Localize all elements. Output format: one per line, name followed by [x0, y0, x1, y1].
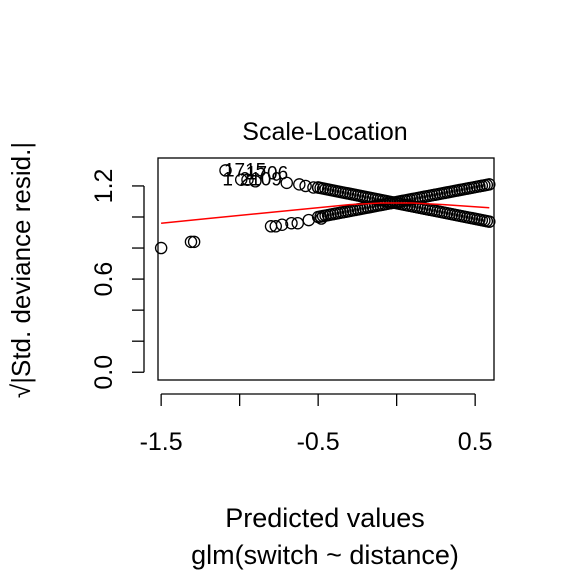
point-id-label: 1706: [246, 164, 288, 185]
point-id-label: 2109: [240, 170, 282, 191]
data-point: [285, 216, 298, 230]
point-id-label: 1715: [224, 160, 266, 181]
data-point: [275, 218, 289, 232]
y-tick-label: 0.6: [90, 262, 118, 297]
data-point: [234, 173, 248, 186]
point-id-label: 1: [222, 170, 233, 191]
data-points: [154, 164, 496, 255]
y-axis: 0.0 0.6 1.2: [90, 169, 145, 390]
data-point: [307, 181, 320, 194]
smooth-trend-line: [161, 202, 490, 224]
data-point: [269, 220, 283, 233]
sqrt-symbol: √: [6, 383, 36, 398]
x-axis-label: Predicted values: [225, 503, 425, 533]
data-point: [483, 178, 496, 191]
y-axis-label-group: √|Std. deviance resid.|: [6, 142, 36, 398]
model-formula-label: glm(switch ~ distance): [191, 540, 459, 570]
y-axis-label-text: |Std. deviance resid.|: [6, 142, 36, 384]
data-point: [280, 176, 293, 190]
data-point: [219, 164, 232, 177]
data-point: [483, 215, 496, 228]
data-point: [184, 235, 198, 249]
y-tick-label: 1.2: [90, 169, 118, 204]
data-point: [299, 179, 312, 193]
x-tick-label: -0.5: [297, 428, 340, 456]
data-point: [187, 235, 201, 249]
y-axis-label: √|Std. deviance resid.|: [6, 142, 36, 398]
plot-frame: [157, 157, 495, 381]
data-point: [293, 178, 306, 191]
data-point: [241, 173, 254, 186]
x-tick-label: 0.5: [458, 428, 493, 456]
chart-title: Scale-Location: [242, 118, 407, 146]
data-point: [154, 241, 168, 255]
x-tick-label: -1.5: [140, 428, 183, 456]
data-point: [291, 216, 304, 230]
data-point: [302, 213, 315, 227]
x-axis: -1.5 -0.5 0.5: [140, 393, 493, 456]
data-point: [249, 175, 262, 188]
y-tick-label: 0.0: [90, 355, 118, 390]
